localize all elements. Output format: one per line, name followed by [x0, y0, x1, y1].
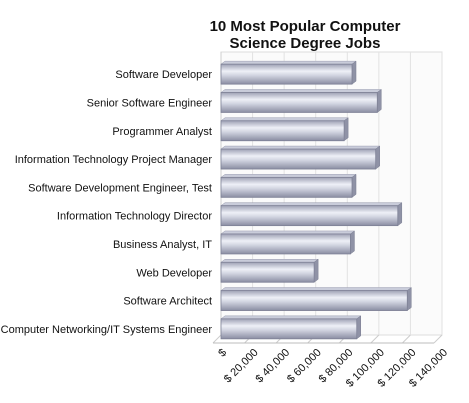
bar-top-face	[220, 145, 381, 150]
bar-front-face	[220, 233, 351, 255]
gridline-foot	[212, 334, 222, 344]
bar-end-face	[313, 258, 319, 283]
bar-end-face	[356, 315, 362, 340]
category-label: Programmer Analyst	[112, 126, 212, 138]
bar-front-face	[220, 92, 378, 113]
bar-top-face	[220, 287, 413, 291]
bar-end-face	[375, 145, 380, 170]
bar-top-face	[220, 117, 349, 121]
category-label: Web Developer	[136, 267, 212, 279]
bar	[220, 315, 362, 340]
bar-front-face	[220, 176, 353, 198]
category-label: Computer Networking/IT Systems Engineer	[1, 324, 213, 336]
bar	[220, 230, 356, 255]
gridline-foot	[402, 334, 411, 344]
category-label: Business Analyst, IT	[113, 239, 212, 251]
bar	[220, 202, 403, 227]
chart-title: 10 Most Popular Computer Science Degree …	[200, 18, 410, 52]
bar-end-face	[351, 173, 357, 198]
bar	[220, 117, 349, 142]
bar-top-face	[220, 315, 362, 320]
category-label: Software Architect	[123, 296, 212, 308]
bar-top-face	[220, 259, 319, 263]
bar	[220, 173, 357, 198]
bar	[220, 88, 383, 113]
gridline-foot	[433, 334, 443, 344]
bar-front-face	[220, 63, 353, 85]
x-tick-label: $	[216, 347, 229, 360]
bar-front-face	[220, 290, 408, 311]
bar-end-face	[350, 230, 355, 255]
bar-end-face	[407, 287, 412, 312]
category-label: Information Technology Project Manager	[15, 154, 213, 166]
category-label: Information Technology Director	[57, 211, 212, 223]
chart-title-line-2: Science Degree Jobs	[229, 35, 381, 52]
bar-top-face	[220, 202, 403, 206]
bar-end-face	[397, 202, 403, 227]
bar-front-face	[220, 205, 399, 227]
bar	[220, 60, 357, 85]
bar-top-face	[220, 60, 357, 65]
category-label: Software Development Engineer, Test	[28, 182, 212, 194]
gridline-foot	[370, 334, 380, 344]
chart-title-line-1: 10 Most Popular Computer	[209, 18, 401, 35]
bar	[220, 145, 381, 170]
category-label: Senior Software Engineer	[87, 97, 213, 109]
bar-end-face	[343, 117, 349, 142]
bar-top-face	[220, 89, 383, 93]
bar-front-face	[220, 120, 345, 142]
bar	[220, 258, 319, 283]
bar-top-face	[220, 174, 357, 178]
bar-top-face	[220, 230, 356, 235]
category-label: Software Developer	[115, 69, 212, 81]
bar-front-face	[220, 261, 315, 283]
bar-end-face	[351, 60, 357, 85]
bar-front-face	[220, 148, 377, 170]
bar-front-face	[220, 318, 358, 340]
bar	[220, 287, 413, 312]
bar-end-face	[377, 88, 382, 113]
